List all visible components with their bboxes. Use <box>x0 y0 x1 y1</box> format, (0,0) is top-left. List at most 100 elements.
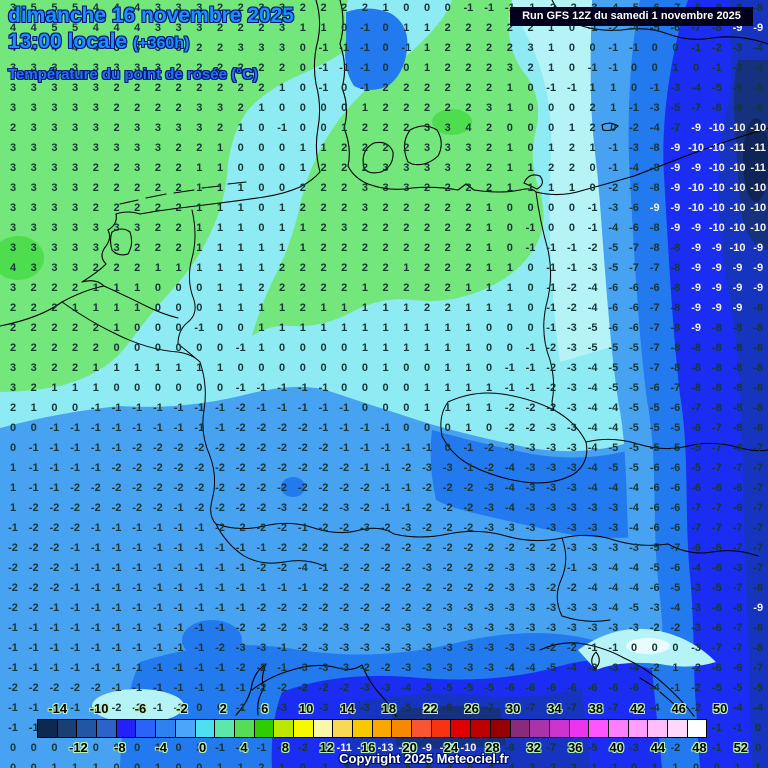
grid-value: 0 <box>51 402 58 414</box>
grid-value: 3 <box>403 182 410 194</box>
forecast-hour: (+360h) <box>132 35 190 52</box>
grid-value: -2 <box>567 582 577 594</box>
grid-value: 3 <box>113 62 120 74</box>
grid-value: -6 <box>649 282 660 294</box>
grid-value: -1 <box>215 582 225 594</box>
grid-value: 0 <box>506 202 513 214</box>
grid-value: -5 <box>649 442 660 454</box>
grid-value: 0 <box>216 322 224 334</box>
grid-value: -2 <box>28 542 39 554</box>
grid-value: -2 <box>277 602 287 614</box>
grid-value: 1 <box>72 302 79 314</box>
grid-value: 0 <box>506 342 513 354</box>
grid-value: 2 <box>465 182 472 194</box>
grid-value: 1 <box>506 142 513 154</box>
grid-value: -1 <box>546 82 557 94</box>
local-time: 13:00 locale <box>8 30 128 53</box>
grid-value: -1 <box>380 422 391 434</box>
grid-value: 0 <box>299 82 306 94</box>
grid-value: -8 <box>753 382 764 394</box>
grid-value: -5 <box>608 442 619 454</box>
grid-value: -9 <box>422 702 432 714</box>
grid-value: -1 <box>90 562 101 574</box>
grid-value: -2 <box>49 562 60 574</box>
grid-value: 3 <box>72 82 79 94</box>
grid-value: -10 <box>708 182 725 194</box>
grid-value: 1 <box>134 362 141 374</box>
grid-value: 0 <box>216 342 224 354</box>
grid-value: 0 <box>30 742 37 754</box>
grid-value: -7 <box>753 562 764 574</box>
grid-value: -3 <box>422 642 432 654</box>
grid-value: -2 <box>277 682 287 694</box>
grid-value: -3 <box>504 442 515 454</box>
grid-value: -3 <box>380 642 391 654</box>
grid-value: 2 <box>527 62 534 74</box>
grid-value: -2 <box>422 582 432 594</box>
grid-value: -4 <box>587 402 598 414</box>
grid-value: -11 <box>750 162 766 174</box>
grid-value: -4 <box>711 702 722 714</box>
grid-value: 0 <box>299 102 306 114</box>
grid-value: -3 <box>608 522 619 534</box>
grid-value: -1 <box>70 562 80 574</box>
grid-value: -1 <box>28 442 39 454</box>
grid-value: -6 <box>711 602 722 614</box>
grid-value: -3 <box>525 502 536 514</box>
grid-value: -2 <box>691 742 701 754</box>
grid-value: 3 <box>486 102 493 114</box>
grid-value: -2 <box>297 702 308 714</box>
grid-value: -1 <box>608 762 619 768</box>
grid-value: -3 <box>463 602 474 614</box>
grid-value: -1 <box>194 602 205 614</box>
scale-cell <box>312 719 334 738</box>
grid-value: -8 <box>711 402 722 414</box>
grid-value: -6 <box>629 702 639 714</box>
grid-value: -2 <box>28 562 39 574</box>
grid-value: -1 <box>297 402 308 414</box>
grid-value: 0 <box>237 162 244 174</box>
grid-value: 0 <box>216 382 224 394</box>
grid-value: 3 <box>92 222 99 234</box>
grid-value: -9 <box>732 282 743 294</box>
grid-value: 2 <box>154 102 161 114</box>
grid-value: -1 <box>70 542 80 554</box>
grid-value: 1 <box>465 362 472 374</box>
grid-value: 1 <box>258 302 265 314</box>
grid-value: 0 <box>713 762 720 768</box>
grid-value: -6 <box>649 522 660 534</box>
grid-value: -7 <box>753 522 764 534</box>
grid-value: -1 <box>132 602 143 614</box>
grid-value: -1 <box>670 682 681 694</box>
grid-value: -6 <box>732 482 743 494</box>
grid-value: 0 <box>320 362 327 374</box>
grid-value: -1 <box>318 562 329 574</box>
grid-value: -1 <box>235 342 246 354</box>
grid-value: -2 <box>339 682 350 694</box>
grid-value: 2 <box>175 242 182 254</box>
grid-value: 2 <box>320 222 327 234</box>
grid-value: -3 <box>504 582 515 594</box>
grid-value: 1 <box>444 322 451 334</box>
grid-value: -6 <box>670 502 681 514</box>
grid-value: -8 <box>442 702 453 714</box>
grid-value: -2 <box>587 242 598 254</box>
grid-value: 3 <box>9 362 17 374</box>
grid-value: 2 <box>196 62 203 74</box>
grid-value: -2 <box>297 502 308 514</box>
grid-value: 3 <box>92 142 99 154</box>
grid-value: -1 <box>235 582 246 594</box>
grid-value: 2 <box>72 322 79 334</box>
scale-label: -2 <box>176 701 188 716</box>
islands <box>109 122 675 705</box>
grid-value: -2 <box>70 502 80 514</box>
grid-value: -1 <box>173 622 184 634</box>
grid-value: -7 <box>732 462 743 474</box>
grid-value: -3 <box>546 482 557 494</box>
grid-value: -2 <box>339 762 350 768</box>
grid-value: -1 <box>49 622 60 634</box>
grid-value: 3 <box>361 202 368 214</box>
grid-value: 2 <box>465 242 472 254</box>
grid-value: 1 <box>320 22 327 34</box>
